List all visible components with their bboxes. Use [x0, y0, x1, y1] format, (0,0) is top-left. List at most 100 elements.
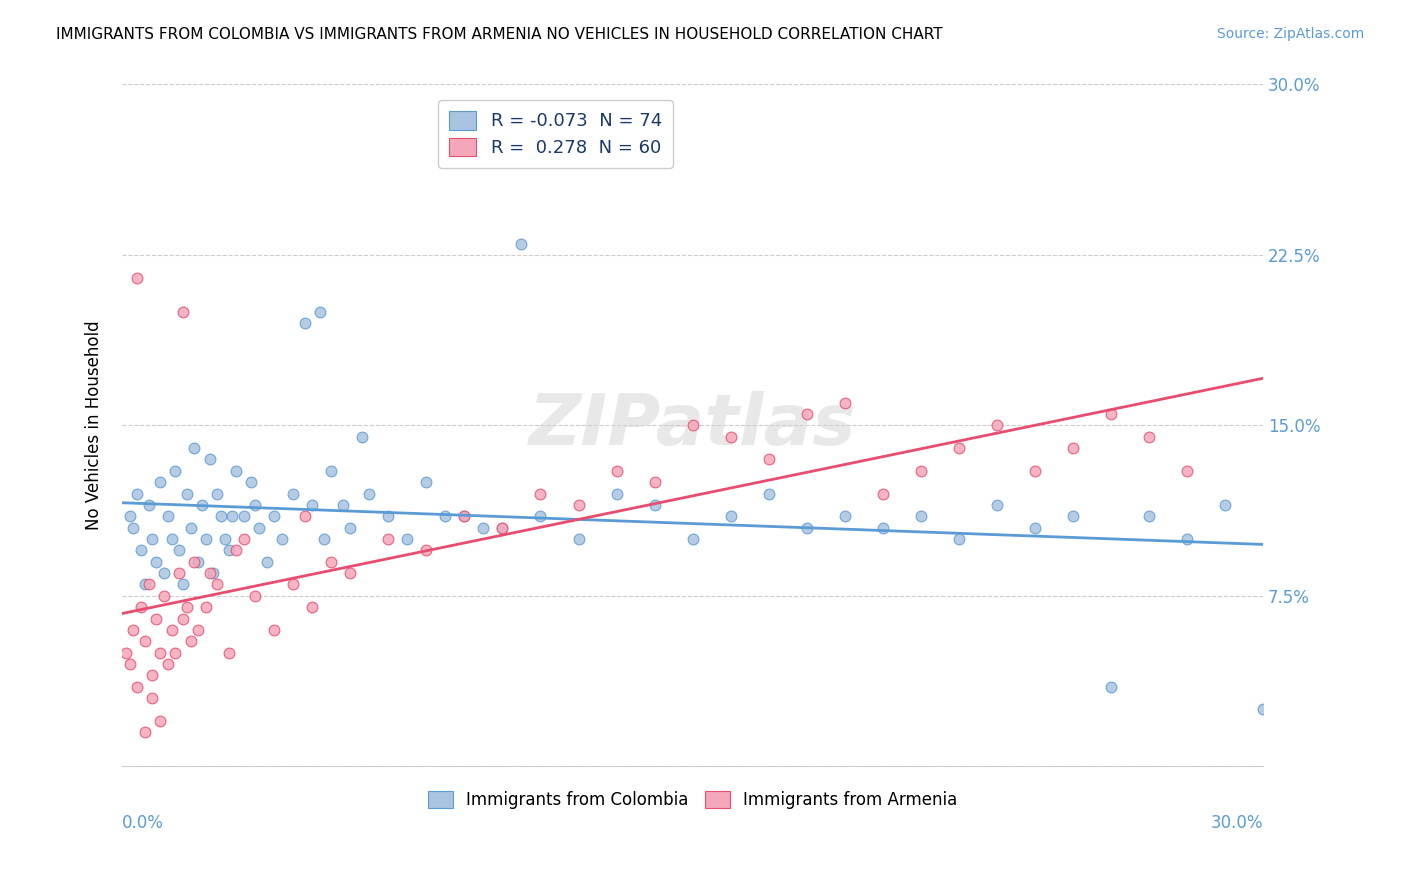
Point	[350, 430, 373, 444]
Point	[247, 521, 270, 535]
Point	[1175, 532, 1198, 546]
Point	[644, 498, 666, 512]
Point	[834, 395, 856, 409]
Point	[567, 498, 589, 512]
Point	[1024, 521, 1046, 535]
Point	[453, 509, 475, 524]
Legend: Immigrants from Colombia, Immigrants from Armenia: Immigrants from Colombia, Immigrants fro…	[418, 781, 967, 820]
Point	[156, 509, 179, 524]
Point	[796, 521, 818, 535]
Point	[118, 657, 141, 671]
Point	[218, 543, 240, 558]
Point	[396, 532, 419, 546]
Point	[138, 498, 160, 512]
Point	[377, 509, 399, 524]
Point	[232, 509, 254, 524]
Point	[243, 589, 266, 603]
Point	[122, 623, 145, 637]
Point	[167, 566, 190, 581]
Point	[606, 486, 628, 500]
Point	[198, 566, 221, 581]
Point	[910, 509, 932, 524]
Point	[434, 509, 457, 524]
Point	[180, 521, 202, 535]
Point	[243, 498, 266, 512]
Point	[156, 657, 179, 671]
Point	[165, 464, 187, 478]
Point	[183, 441, 205, 455]
Point	[187, 555, 209, 569]
Point	[145, 611, 167, 625]
Point	[134, 577, 156, 591]
Point	[453, 509, 475, 524]
Text: IMMIGRANTS FROM COLOMBIA VS IMMIGRANTS FROM ARMENIA NO VEHICLES IN HOUSEHOLD COR: IMMIGRANTS FROM COLOMBIA VS IMMIGRANTS F…	[56, 27, 943, 42]
Point	[118, 509, 141, 524]
Point	[529, 486, 551, 500]
Point	[141, 668, 163, 682]
Point	[1175, 464, 1198, 478]
Point	[202, 566, 225, 581]
Point	[312, 532, 335, 546]
Point	[308, 304, 330, 318]
Point	[183, 555, 205, 569]
Point	[1024, 464, 1046, 478]
Point	[529, 509, 551, 524]
Point	[138, 577, 160, 591]
Point	[491, 521, 513, 535]
Point	[948, 532, 970, 546]
Point	[332, 498, 354, 512]
Point	[149, 714, 172, 728]
Text: ZIPatlas: ZIPatlas	[529, 391, 856, 460]
Y-axis label: No Vehicles in Household: No Vehicles in Household	[86, 320, 103, 530]
Point	[134, 634, 156, 648]
Point	[134, 725, 156, 739]
Point	[294, 509, 316, 524]
Point	[145, 555, 167, 569]
Text: Source: ZipAtlas.com: Source: ZipAtlas.com	[1216, 27, 1364, 41]
Point	[1062, 441, 1084, 455]
Point	[720, 509, 742, 524]
Point	[127, 270, 149, 285]
Point	[129, 543, 152, 558]
Point	[294, 316, 316, 330]
Point	[205, 486, 228, 500]
Point	[149, 646, 172, 660]
Point	[149, 475, 172, 490]
Point	[221, 509, 243, 524]
Point	[415, 543, 437, 558]
Point	[796, 407, 818, 421]
Point	[377, 532, 399, 546]
Point	[301, 498, 323, 512]
Point	[160, 623, 183, 637]
Point	[141, 691, 163, 706]
Point	[1251, 702, 1274, 716]
Point	[472, 521, 495, 535]
Point	[910, 464, 932, 478]
Point	[225, 464, 247, 478]
Point	[1062, 509, 1084, 524]
Point	[205, 577, 228, 591]
Point	[283, 577, 305, 591]
Point	[115, 646, 138, 660]
Point	[606, 464, 628, 478]
Point	[165, 646, 187, 660]
Point	[644, 475, 666, 490]
Point	[872, 521, 894, 535]
Point	[415, 475, 437, 490]
Point	[218, 646, 240, 660]
Point	[176, 600, 198, 615]
Point	[263, 509, 285, 524]
Point	[167, 543, 190, 558]
Point	[153, 589, 176, 603]
Point	[141, 532, 163, 546]
Point	[127, 680, 149, 694]
Point	[758, 452, 780, 467]
Point	[160, 532, 183, 546]
Point	[321, 464, 343, 478]
Point	[172, 304, 194, 318]
Point	[339, 521, 361, 535]
Point	[872, 486, 894, 500]
Point	[194, 600, 217, 615]
Point	[1137, 509, 1160, 524]
Point	[187, 623, 209, 637]
